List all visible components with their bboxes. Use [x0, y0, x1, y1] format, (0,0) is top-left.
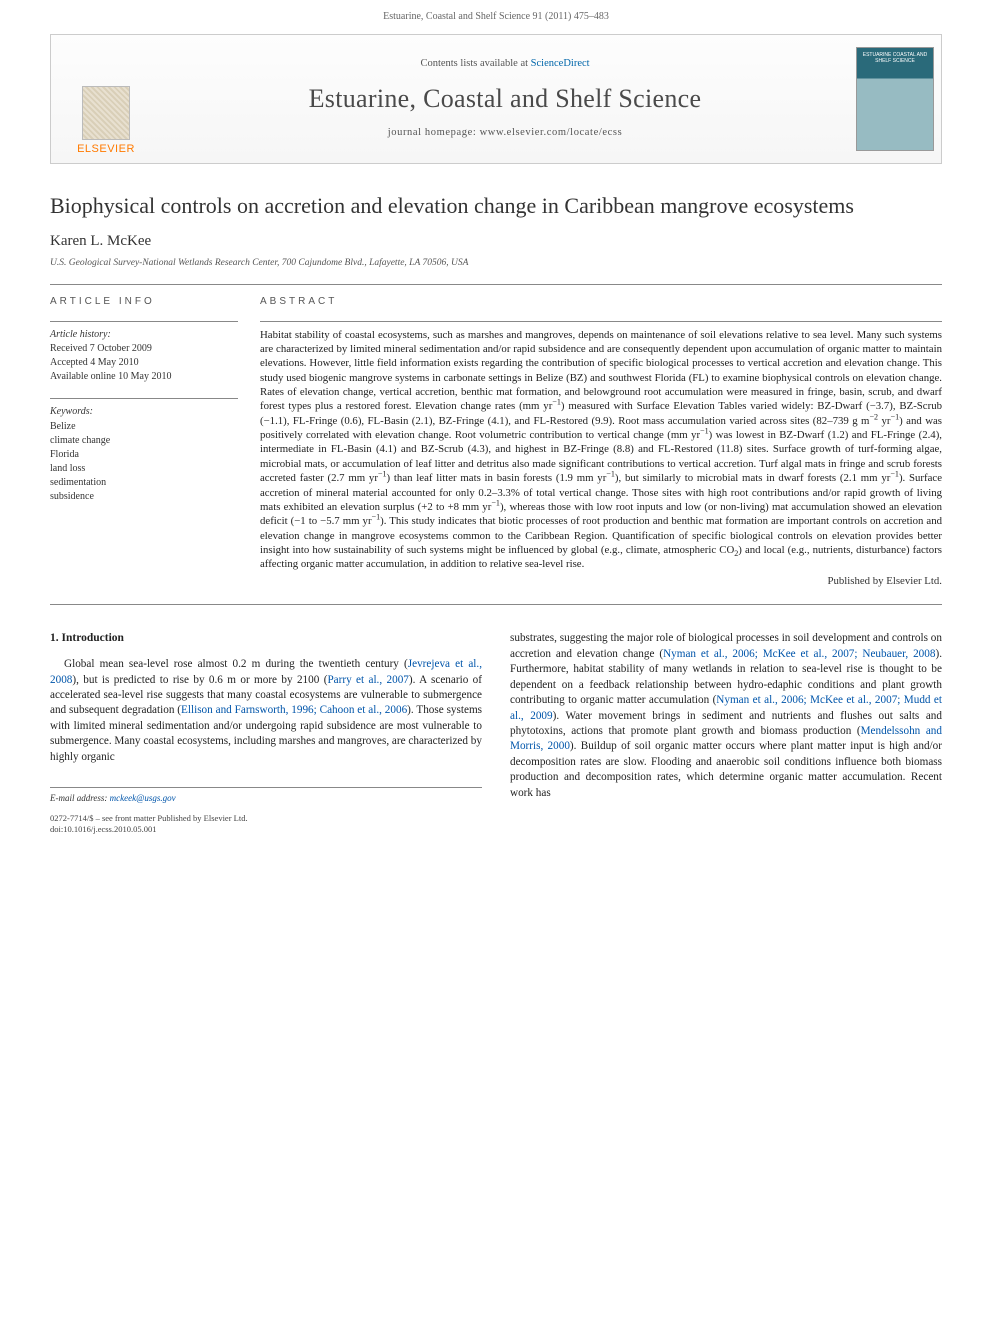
- body-columns: 1. Introduction Global mean sea-level ro…: [50, 631, 942, 835]
- footnote-block: E-mail address: mckeek@usgs.gov 0272-771…: [50, 787, 482, 835]
- abstract-col: ABSTRACT Habitat stability of coastal ec…: [260, 295, 942, 588]
- email-label: E-mail address:: [50, 793, 107, 803]
- abstract-label: ABSTRACT: [260, 295, 942, 309]
- keyword: land loss: [50, 462, 238, 476]
- publisher-block: ELSEVIER: [51, 35, 161, 163]
- homepage-url[interactable]: www.elsevier.com/locate/ecss: [480, 127, 623, 138]
- section-heading: 1. Introduction: [50, 631, 482, 647]
- keyword: sedimentation: [50, 476, 238, 490]
- elsevier-tree-icon: [82, 86, 130, 140]
- article-content: Biophysical controls on accretion and el…: [0, 192, 992, 865]
- journal-homepage: journal homepage: www.elsevier.com/locat…: [161, 126, 849, 140]
- journal-name: Estuarine, Coastal and Shelf Science: [161, 81, 849, 116]
- keyword: Belize: [50, 420, 238, 434]
- contents-line: Contents lists available at ScienceDirec…: [161, 57, 849, 71]
- keyword: subsidence: [50, 490, 238, 504]
- article-title: Biophysical controls on accretion and el…: [50, 192, 942, 220]
- mid-rule: [50, 604, 942, 605]
- journal-masthead: ELSEVIER Contents lists available at Sci…: [50, 34, 942, 164]
- sciencedirect-link[interactable]: ScienceDirect: [531, 58, 590, 69]
- copyright-block: 0272-7714/$ – see front matter Published…: [50, 813, 482, 835]
- journal-cover-icon: ESTUARINE COASTAL AND SHELF SCIENCE: [856, 47, 934, 151]
- cover-thumb-wrap: ESTUARINE COASTAL AND SHELF SCIENCE: [849, 35, 941, 163]
- history-heading: Article history:: [50, 328, 238, 342]
- article-info-col: ARTICLE INFO Article history: Received 7…: [50, 295, 238, 588]
- info-abstract-row: ARTICLE INFO Article history: Received 7…: [50, 285, 942, 604]
- publisher-name: ELSEVIER: [77, 142, 135, 157]
- author-email-link[interactable]: mckeek@usgs.gov: [110, 793, 176, 803]
- history-line: Received 7 October 2009: [50, 342, 238, 356]
- body-paragraph: substrates, suggesting the major role of…: [510, 631, 942, 801]
- article-info-label: ARTICLE INFO: [50, 295, 238, 309]
- body-col-right: substrates, suggesting the major role of…: [510, 631, 942, 835]
- keyword: climate change: [50, 434, 238, 448]
- history-line: Accepted 4 May 2010: [50, 356, 238, 370]
- running-head: Estuarine, Coastal and Shelf Science 91 …: [0, 0, 992, 30]
- history-line: Available online 10 May 2010: [50, 370, 238, 384]
- abstract-text: Habitat stability of coastal ecosystems,…: [260, 328, 942, 572]
- masthead-center: Contents lists available at ScienceDirec…: [161, 35, 849, 163]
- keyword: Florida: [50, 448, 238, 462]
- body-col-left: 1. Introduction Global mean sea-level ro…: [50, 631, 482, 835]
- doi-line: doi:10.1016/j.ecss.2010.05.001: [50, 824, 482, 835]
- email-line: E-mail address: mckeek@usgs.gov: [50, 792, 482, 804]
- body-paragraph: Global mean sea-level rose almost 0.2 m …: [50, 657, 482, 765]
- copyright-line: 0272-7714/$ – see front matter Published…: [50, 813, 482, 824]
- keywords-heading: Keywords:: [50, 405, 238, 419]
- contents-prefix: Contents lists available at: [420, 58, 530, 69]
- author-name: Karen L. McKee: [50, 231, 942, 251]
- author-affiliation: U.S. Geological Survey-National Wetlands…: [50, 257, 942, 270]
- homepage-prefix: journal homepage:: [388, 127, 480, 138]
- publisher-line: Published by Elsevier Ltd.: [260, 574, 942, 589]
